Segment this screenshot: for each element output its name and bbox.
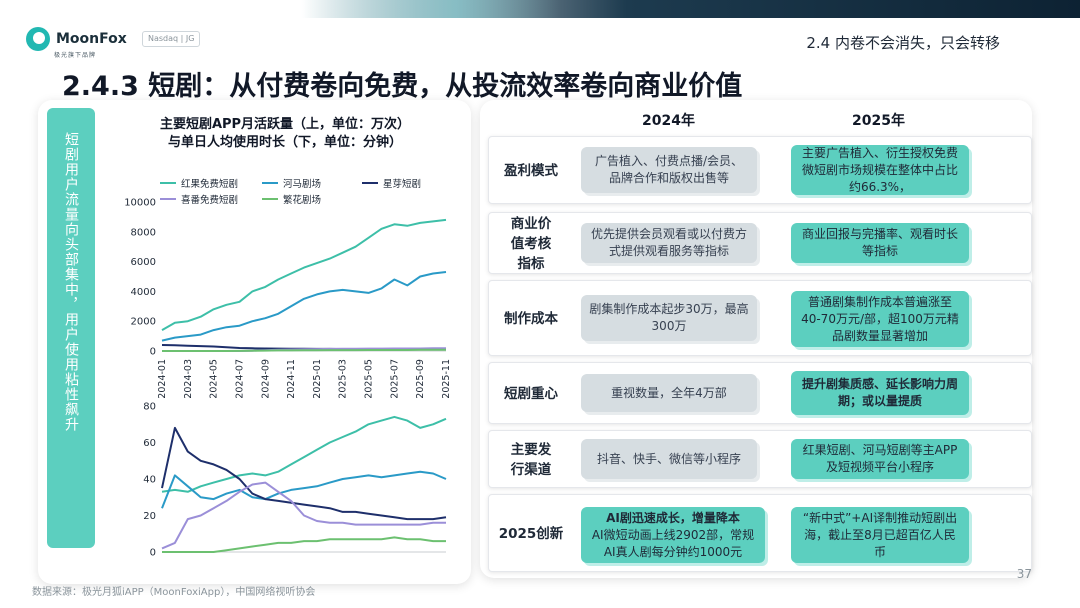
table-row: 制作成本 剧集制作成本起步30万，最高300万 普通剧集制作成本普遍涨至40-7… (488, 280, 1032, 356)
legend-swatch (362, 182, 378, 184)
cell-2024: AI剧迅速成长，增量降本 AI微短动画上线2902部，常规AI真人剧每分钟约10… (581, 507, 765, 563)
cell-2025: 主要广告植入、衍生授权免费微短剧市场规模在整体中占比约66.3%， (791, 145, 969, 195)
x-tick-label: 2024-09 (260, 359, 271, 399)
table-row: 盈利模式 广告植入、付费点播/会员、品牌合作和版权出售等 主要广告植入、衍生授权… (488, 136, 1032, 204)
page-title: 2.4.3 短剧：从付费卷向免费，从投流效率卷向商业价值 (62, 71, 743, 102)
cell-2024: 重视数量，全年4万部 (581, 374, 757, 412)
series-line (161, 271, 447, 342)
y-tick-label: 40 (143, 475, 156, 486)
cell-2025: 普通剧集制作成本普遍涨至40-70万元/部，超100万元精品剧数量显著增加 (791, 291, 969, 347)
cell-2025: 红果短剧、河马短剧等主APP及短视频平台小程序 (791, 439, 969, 479)
data-source: 数据来源：极光月狐iAPP（MoonFoxiApp），中国网络视听协会 (32, 587, 316, 598)
row-label: 盈利模式 (504, 163, 558, 179)
section-tag: 2.4 内卷不会消失，只会转移 (806, 34, 1000, 52)
row-label: 短剧重心 (504, 386, 558, 402)
y-tick-label: 80 (143, 402, 156, 413)
top-banner-accent (300, 0, 560, 18)
legend-label: 星芽短剧 (383, 179, 422, 190)
y-tick-label: 0 (150, 347, 156, 358)
row-label: 制作成本 (504, 311, 558, 327)
series-line (161, 426, 447, 521)
chart-title-line2: 与单日人均使用时长（下，单位：分钟） (167, 135, 402, 150)
legend-item: 河马剧场 (262, 176, 321, 190)
x-tick-label: 2025-01 (312, 359, 323, 399)
legend-label: 喜番免费短剧 (181, 195, 239, 206)
cell-2024-text: AI微短动画上线2902部，常规AI真人剧每分钟约1000元 (591, 527, 755, 559)
moonfox-logo: MoonFox (26, 27, 127, 51)
series-line (161, 218, 447, 331)
table-row: 短剧重心 重视数量，全年4万部 提升剧集质感、延长影响力周期；或以量提质 (488, 362, 1032, 424)
row-label: 商业价值考核指标 (510, 216, 552, 272)
legend-label: 河马剧场 (283, 179, 322, 190)
year-2025-header: 2025年 (852, 113, 905, 129)
table-row: 主要发行渠道 抖音、快手、微信等小程序 红果短剧、河马短剧等主APP及短视频平台… (488, 430, 1032, 488)
cell-2024: 广告植入、付费点播/会员、品牌合作和版权出售等 (581, 147, 757, 193)
x-tick-label: 2025-03 (338, 359, 349, 399)
x-tick-label: 2024-03 (183, 359, 194, 399)
series-line (161, 470, 447, 509)
chart-title-line1: 主要短剧APP月活跃量（上，单位：万次） (159, 117, 411, 132)
legend-swatch (160, 198, 176, 200)
legend-swatch (262, 182, 278, 184)
vertical-label: 短剧用户流量向头部集中，用户使用粘性飙升 (47, 108, 95, 548)
y-tick-label: 4000 (131, 287, 156, 298)
x-tick-label: 2025-09 (415, 359, 426, 399)
legend-swatch (160, 182, 176, 184)
legend-item: 红果免费短剧 (160, 176, 238, 190)
series-line (162, 536, 446, 553)
year-2024-header: 2024年 (642, 113, 695, 129)
legend-swatch (262, 198, 278, 200)
legend-label: 繁花剧场 (283, 195, 322, 206)
cell-2025: “新中式”+AI译制推动短剧出海，截止至8月已超百亿人民币 (791, 507, 969, 563)
chart-title: 主要短剧APP月活跃量（上，单位：万次） 与单日人均使用时长（下，单位：分钟） (100, 116, 470, 152)
cell-2024-strong: AI剧迅速成长，增量降本 (606, 510, 740, 525)
x-tick-label: 2024-07 (234, 359, 245, 399)
series-line (161, 415, 447, 493)
y-tick-label: 20 (143, 511, 156, 522)
chart-card (38, 100, 471, 584)
brand-sub: 极光旗下品牌 (54, 52, 97, 59)
brand-name: MoonFox (56, 31, 127, 47)
x-tick-label: 2025-05 (364, 359, 375, 399)
legend-item: 喜番免费短剧 (160, 192, 238, 206)
cell-2024: 抖音、快手、微信等小程序 (581, 439, 757, 479)
cell-2024: 优先提供会员观看或以付费方式提供观看服务等指标 (581, 223, 757, 263)
x-tick-label: 2024-11 (286, 359, 297, 399)
x-tick-label: 2025-11 (441, 359, 452, 399)
vertical-label-text: 短剧用户流量向头部集中，用户使用粘性飙升 (63, 132, 79, 432)
x-tick-label: 2024-01 (157, 359, 168, 399)
legend-item: 繁花剧场 (262, 192, 321, 206)
y-tick-label: 2000 (131, 317, 156, 328)
x-tick-label: 2025-07 (389, 359, 400, 399)
table-row: 商业价值考核指标 优先提供会员观看或以付费方式提供观看服务等指标 商业回报与完播… (488, 212, 1032, 274)
line-charts: 0 2000 4000 6000 8000 10000 2024-01 2024-03 2024… (124, 198, 452, 559)
x-tick-label: 2024-05 (209, 359, 220, 399)
series-line (162, 348, 446, 352)
y-tick-label: 10000 (124, 198, 156, 209)
legend-item: 星芽短剧 (362, 176, 421, 190)
y-tick-label: 8000 (131, 227, 156, 238)
y-tick-label: 0 (150, 548, 156, 559)
cell-2025: 商业回报与完播率、观看时长等指标 (791, 223, 969, 263)
series-line (161, 481, 446, 550)
page-number: 37 (1016, 567, 1032, 581)
row-label: 主要发行渠道 (510, 442, 552, 478)
y-tick-label: 6000 (131, 257, 156, 268)
legend-label: 红果免费短剧 (181, 179, 239, 190)
cell-2025: 提升剧集质感、延长影响力周期；或以量提质 (791, 371, 969, 415)
row-label: 2025创新 (498, 526, 564, 542)
table-row: 2025创新 AI剧迅速成长，增量降本 AI微短动画上线2902部，常规AI真人… (488, 494, 1032, 572)
cell-2024: 剧集制作成本起步30万，最高300万 (581, 295, 757, 341)
nasdaq-badge: Nasdaq | JG (142, 31, 201, 47)
moonfox-logo-icon (26, 27, 50, 51)
y-tick-label: 60 (143, 438, 156, 449)
